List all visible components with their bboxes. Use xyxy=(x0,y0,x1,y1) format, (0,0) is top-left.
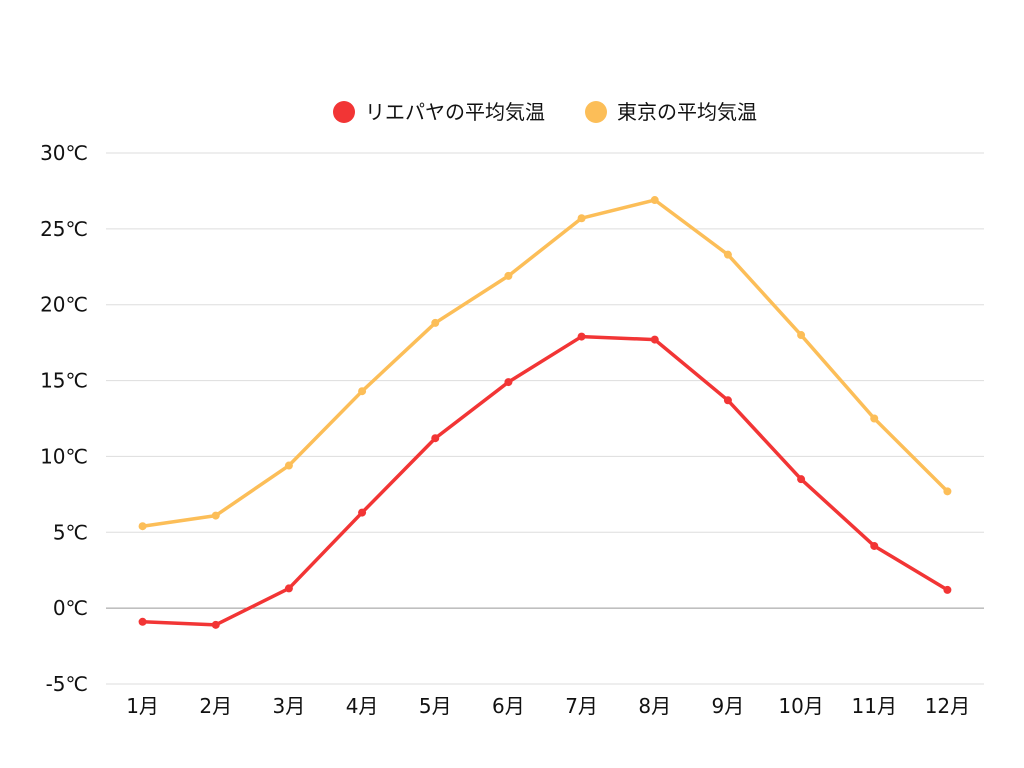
legend-label: リエパヤの平均気温 xyxy=(365,100,545,124)
data-point xyxy=(943,585,952,594)
legend: リエパヤの平均気温 東京の平均気温 xyxy=(333,100,757,124)
y-tick-label: -5℃ xyxy=(46,672,88,696)
data-point xyxy=(431,318,440,327)
data-point xyxy=(650,335,659,344)
data-point xyxy=(650,196,659,205)
series-group xyxy=(138,196,952,629)
data-point xyxy=(577,214,586,223)
x-tick-label: 10月 xyxy=(778,694,823,718)
x-tick-label: 6月 xyxy=(492,694,525,718)
data-point xyxy=(870,541,879,550)
y-tick-label: 15℃ xyxy=(40,369,88,393)
data-point xyxy=(211,511,220,520)
data-point xyxy=(943,487,952,496)
x-tick-label: 4月 xyxy=(346,694,379,718)
data-point xyxy=(870,414,879,423)
legend-item: リエパヤの平均気温 xyxy=(333,100,545,124)
x-tick-label: 3月 xyxy=(273,694,306,718)
x-tick-label: 5月 xyxy=(419,694,452,718)
series-line xyxy=(140,334,950,627)
data-point xyxy=(797,331,806,340)
data-point xyxy=(358,508,367,517)
legend-marker xyxy=(333,101,355,123)
series-2 xyxy=(138,196,952,531)
data-point xyxy=(284,461,293,470)
y-tick-label: 0℃ xyxy=(53,596,88,620)
data-point xyxy=(138,617,147,626)
y-axis: 30℃ 25℃ 20℃ 15℃ 10℃ 5℃ 0℃ -5℃ xyxy=(40,141,88,696)
data-point xyxy=(577,332,586,341)
x-tick-label: 11月 xyxy=(852,694,897,718)
data-point xyxy=(723,250,732,259)
series-line xyxy=(140,198,950,528)
data-point xyxy=(138,522,147,531)
data-point xyxy=(431,434,440,443)
data-point xyxy=(723,396,732,405)
x-tick-label: 2月 xyxy=(199,694,232,718)
x-axis: 1月 2月 3月 4月 5月 6月 7月 8月 9月 10月 11月 12月 xyxy=(126,694,970,718)
x-tick-label: 8月 xyxy=(638,694,671,718)
data-point xyxy=(284,584,293,593)
x-tick-label: 7月 xyxy=(565,694,598,718)
y-tick-label: 25℃ xyxy=(40,217,88,241)
data-point xyxy=(358,387,367,396)
legend-label: 東京の平均気温 xyxy=(617,100,757,124)
y-tick-label: 10℃ xyxy=(40,444,88,468)
data-point xyxy=(797,475,806,484)
x-tick-label: 9月 xyxy=(712,694,745,718)
legend-marker xyxy=(585,101,607,123)
grid-lines xyxy=(106,152,984,685)
y-tick-label: 5℃ xyxy=(53,520,88,544)
data-point xyxy=(211,620,220,629)
data-point xyxy=(504,378,513,387)
series-1 xyxy=(138,332,952,629)
data-point xyxy=(504,271,513,280)
x-tick-label: 1月 xyxy=(126,694,159,718)
legend-item: 東京の平均気温 xyxy=(585,100,757,124)
x-tick-label: 12月 xyxy=(925,694,970,718)
y-tick-label: 20℃ xyxy=(40,293,88,317)
y-tick-label: 30℃ xyxy=(40,141,88,165)
